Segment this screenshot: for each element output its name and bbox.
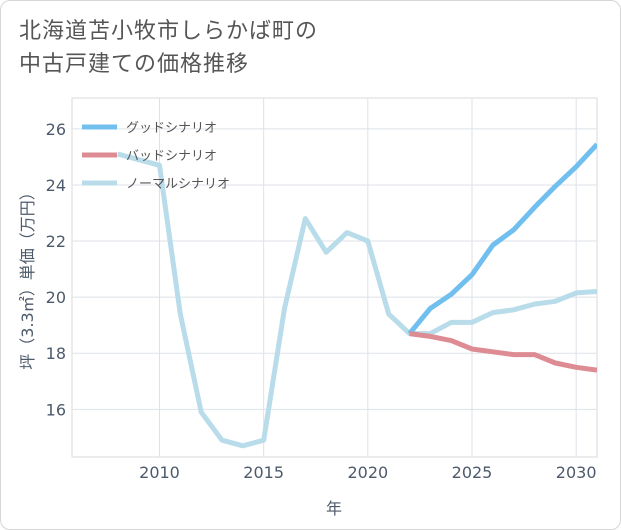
y-tick-label-16: 16 [46, 400, 66, 419]
chart-title-line-2: 中古戸建ての価格推移 [19, 52, 250, 77]
series-lines [117, 142, 597, 449]
series-line-1 [407, 142, 597, 336]
y-tick-label-22: 22 [46, 232, 66, 251]
legend-label-2: ノーマルシナリオ [126, 177, 230, 192]
y-tick-label-26: 26 [46, 120, 66, 139]
x-tick-label-2020: 2020 [347, 463, 388, 482]
x-axis-label: 年 [326, 499, 342, 518]
x-tick-label-2010: 2010 [139, 463, 180, 482]
series-line-2 [409, 331, 597, 373]
legend-label-0: グッドシナリオ [126, 121, 217, 136]
y-tick-label-18: 18 [46, 344, 66, 363]
series-line-0 [117, 151, 597, 449]
y-tick-label-20: 20 [46, 288, 66, 307]
x-tick-label-2025: 2025 [452, 463, 493, 482]
x-tick-label-2030: 2030 [556, 463, 597, 482]
chart-title-line-1: 北海道苫小牧市しらかば町の [19, 19, 319, 44]
tick-labels: 2010 2015 2020 2025 2030 16 18 20 22 24 26 [46, 120, 597, 482]
x-tick-label-2015: 2015 [243, 463, 284, 482]
chart-title: 北海道苫小牧市しらかば町の 中古戸建ての価格推移 [19, 15, 318, 81]
y-axis-label: 坪（3.3㎡）単価（万円） [18, 184, 37, 369]
legend-label-1: バッドシナリオ [126, 149, 217, 164]
y-tick-label-24: 24 [46, 176, 66, 195]
